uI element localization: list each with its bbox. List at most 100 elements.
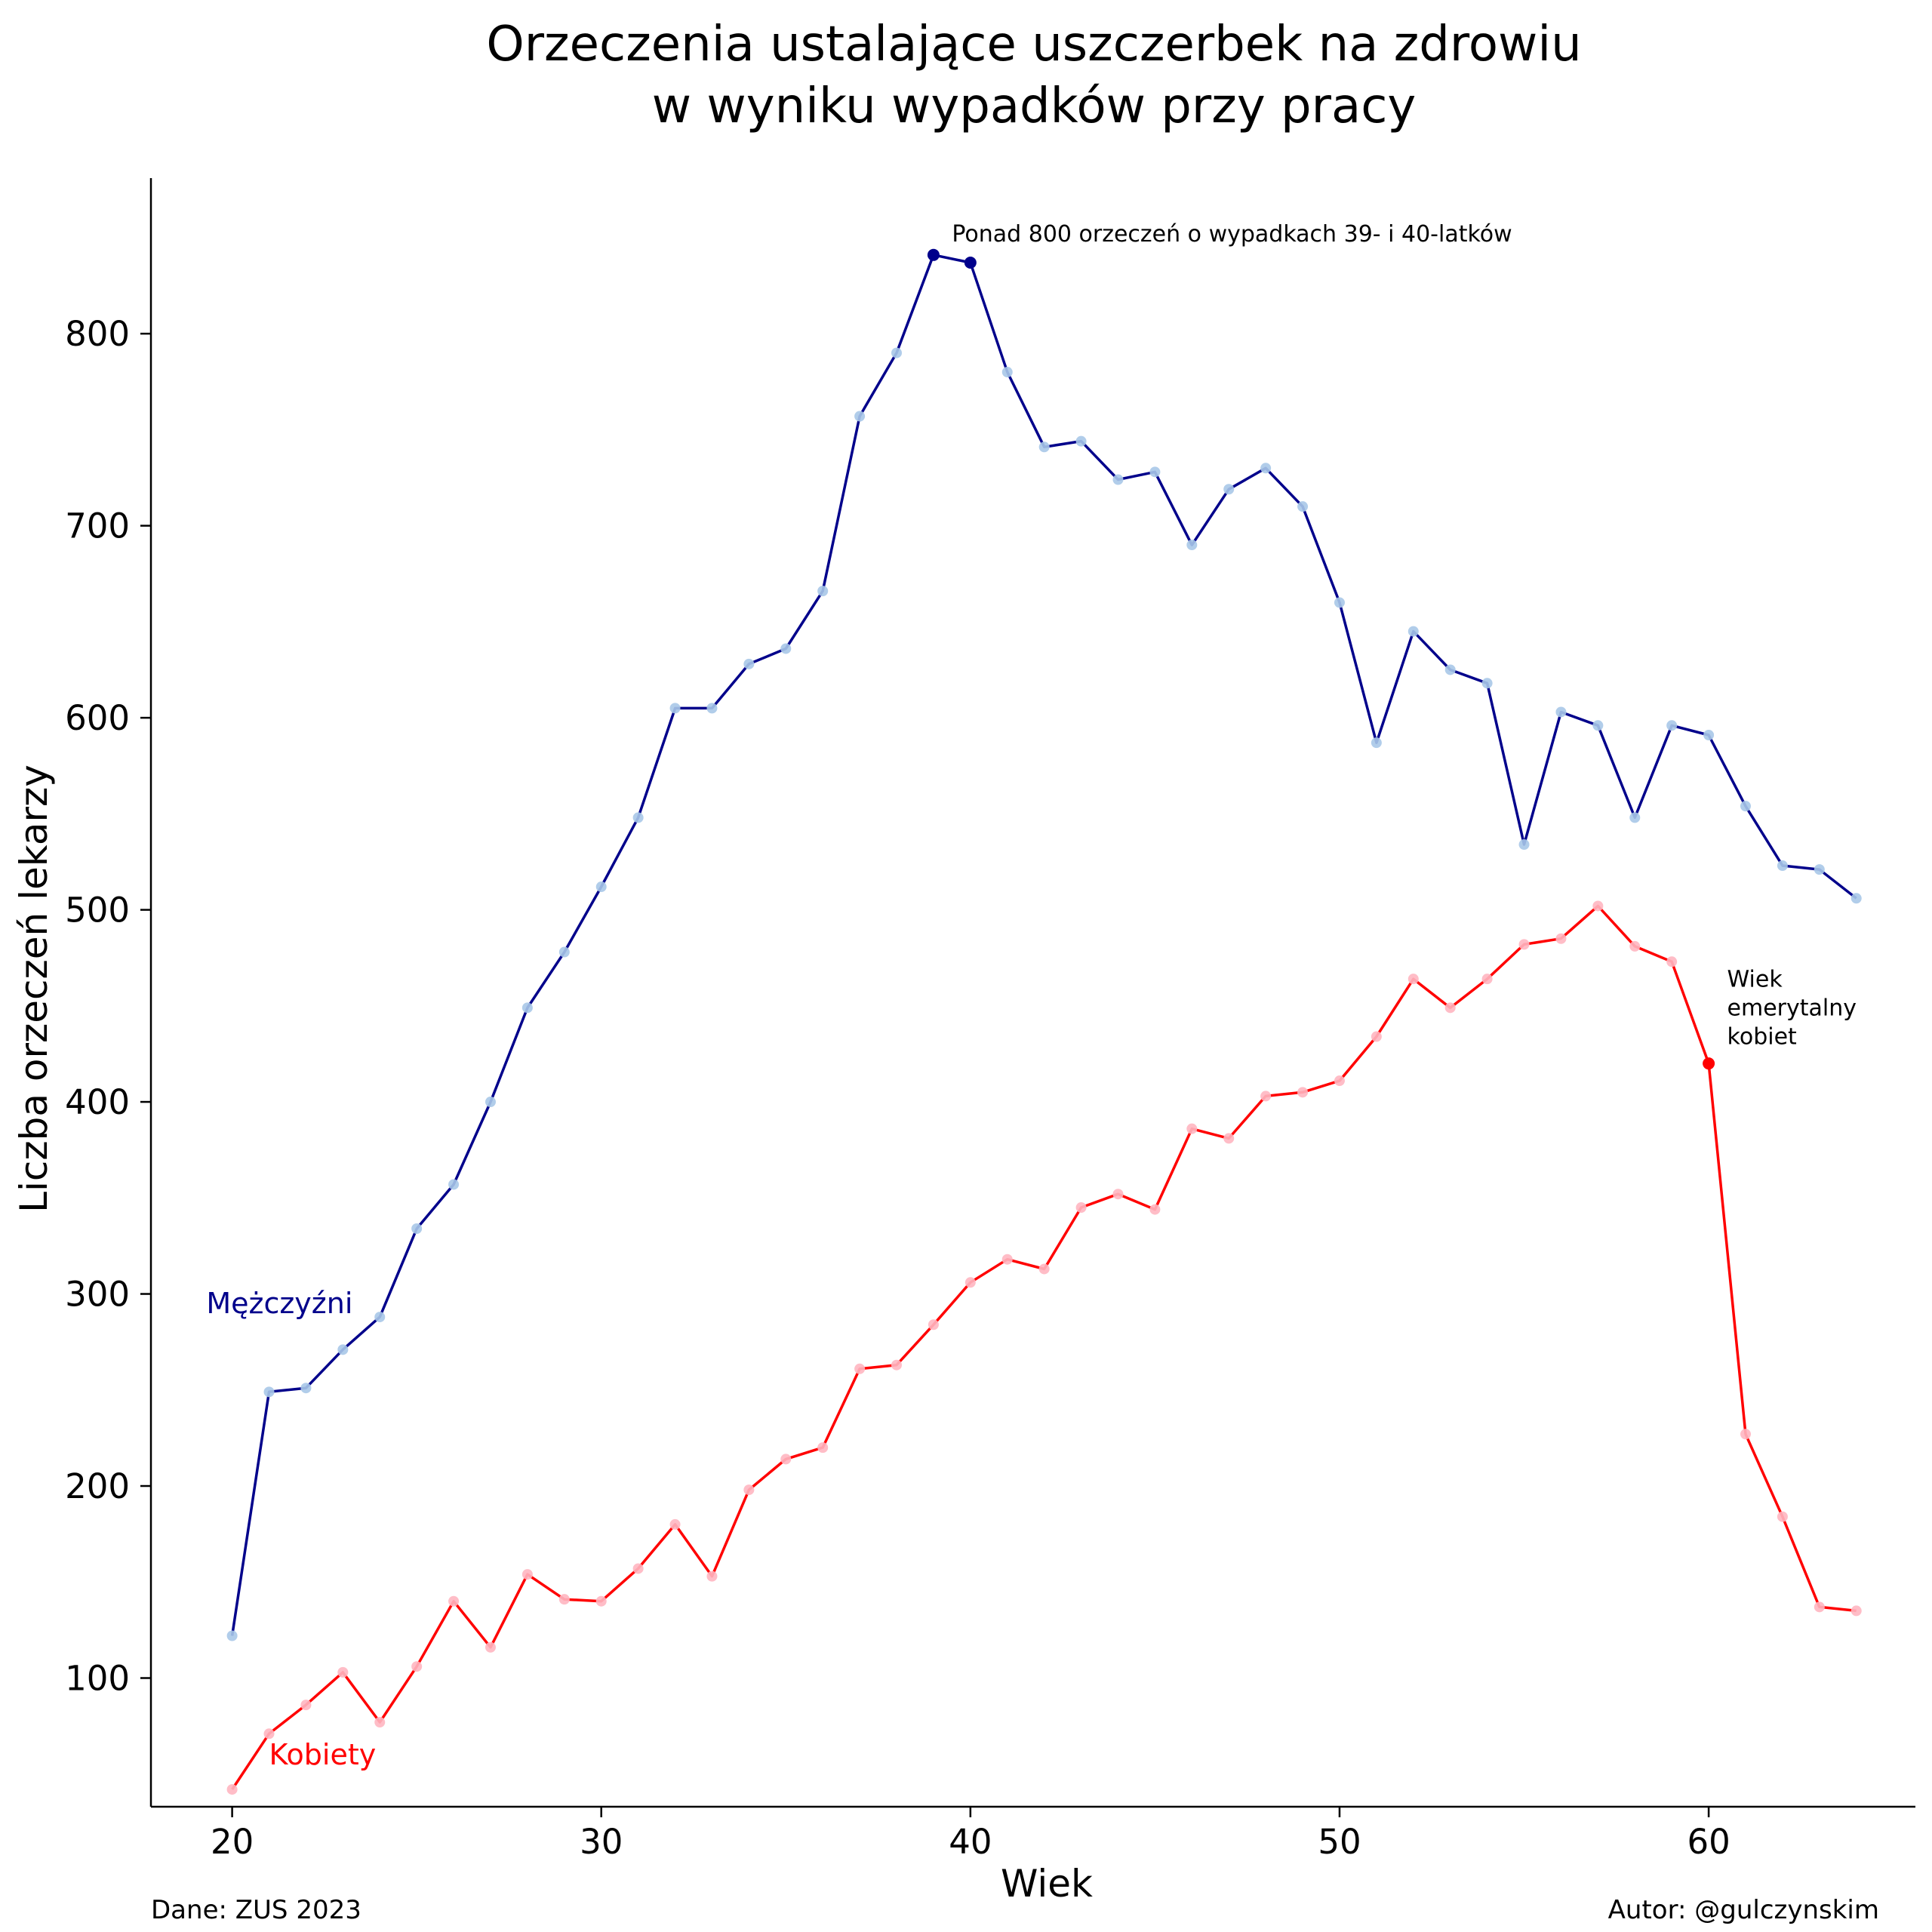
data-point (521, 1569, 533, 1580)
chart-title: Orzeczenia ustalające uszczerbek na zdro… (486, 17, 1581, 134)
author-credit: Autor: @gulczynskim (1608, 1895, 1879, 1925)
x-tick-label: 20 (211, 1822, 254, 1862)
data-point (337, 1666, 349, 1678)
data-point (1297, 501, 1309, 512)
series-lines: Mężczyźni Kobiety (206, 249, 1862, 1795)
data-point (485, 1641, 496, 1653)
x-tick-label: 50 (1318, 1822, 1361, 1862)
data-point (1075, 435, 1087, 447)
data-point (817, 1442, 829, 1454)
data-point (263, 1386, 275, 1398)
data-point (1149, 1204, 1161, 1215)
data-point (1223, 484, 1235, 495)
data-point (1481, 974, 1493, 985)
data-point (374, 1717, 386, 1728)
data-point (1334, 1075, 1345, 1087)
data-point (706, 703, 718, 714)
data-point (226, 1784, 238, 1795)
data-point (300, 1700, 312, 1711)
data-point (1371, 737, 1382, 749)
data-point (1444, 1002, 1456, 1014)
y-axis-label: Liczba orzeczeń lekarzy (12, 764, 56, 1213)
data-point (1186, 540, 1198, 551)
series-line-women (231, 904, 1857, 1791)
y-tick-label: 300 (65, 1275, 130, 1315)
y-tick-label: 500 (65, 891, 130, 931)
data-point (1075, 1202, 1087, 1214)
annotation-text: Wiek (1727, 966, 1783, 992)
data-point (780, 1454, 792, 1465)
x-tick-label: 40 (949, 1822, 992, 1862)
data-point (1629, 812, 1641, 823)
data-point (1260, 463, 1272, 474)
data-point (1814, 1601, 1825, 1613)
data-point (1740, 1429, 1752, 1440)
data-point (1592, 720, 1604, 731)
y-tick-label: 600 (65, 698, 130, 738)
series-label: Mężczyźni (206, 1287, 352, 1320)
source-credit: Dane: ZUS 2023 (151, 1895, 361, 1925)
data-point (928, 1319, 939, 1331)
data-point (891, 347, 903, 358)
axes: 20 30 40 50 60 100 200 300 400 500 600 700 800 (65, 178, 1915, 1862)
data-point (1814, 864, 1825, 875)
data-point (1297, 1087, 1309, 1098)
data-point (595, 881, 607, 893)
x-axis-label: Wiek (1001, 1862, 1093, 1906)
data-point (521, 1002, 533, 1014)
x-tick-label: 30 (580, 1822, 623, 1862)
title-line: w wyniku wypadków przy pracy (652, 78, 1417, 134)
data-point (854, 411, 866, 422)
highlight-point (964, 256, 977, 269)
data-point (1407, 974, 1419, 985)
annotation-text: emerytalny (1727, 995, 1857, 1021)
data-point (300, 1383, 312, 1394)
data-point (1666, 720, 1678, 731)
data-point (595, 1595, 607, 1607)
y-tick-label: 200 (65, 1466, 130, 1506)
data-point (1629, 940, 1641, 952)
data-point (1223, 1133, 1235, 1144)
y-tick-label: 800 (65, 314, 130, 354)
data-point (558, 946, 570, 958)
data-point (632, 812, 644, 823)
data-point (854, 1363, 866, 1374)
series-label: Kobiety (269, 1738, 377, 1771)
data-point (1001, 367, 1013, 378)
data-point (1038, 441, 1050, 453)
data-point (1112, 1189, 1124, 1200)
y-tick-label: 400 (65, 1082, 130, 1122)
data-point (263, 1728, 275, 1740)
data-point (632, 1563, 644, 1574)
data-point (1260, 1091, 1272, 1102)
data-point (485, 1097, 496, 1108)
data-point (1038, 1263, 1050, 1275)
data-point (743, 658, 755, 669)
data-point (1740, 801, 1752, 812)
data-point (558, 1594, 570, 1605)
highlight-point (927, 248, 940, 261)
data-point (1850, 1605, 1862, 1617)
data-point (1777, 860, 1788, 872)
data-point (669, 703, 681, 714)
title-line: Orzeczenia ustalające uszczerbek na zdro… (486, 17, 1581, 72)
data-point (1001, 1254, 1013, 1265)
data-point (1149, 466, 1161, 478)
data-point (1371, 1031, 1382, 1042)
data-point (1186, 1123, 1198, 1134)
data-point (1518, 839, 1530, 851)
x-tick-label: 60 (1687, 1822, 1730, 1862)
data-point (1112, 474, 1124, 485)
y-tick-label: 700 (65, 506, 130, 546)
data-point (1518, 939, 1530, 950)
data-point (226, 1630, 238, 1641)
data-point (1592, 900, 1604, 912)
series-line-men (230, 254, 1857, 1636)
data-point (1555, 706, 1567, 718)
data-point (1777, 1511, 1788, 1522)
data-point (669, 1518, 681, 1530)
annotation-text: Ponad 800 orzeczeń o wypadkach 39- i 40-… (952, 221, 1512, 248)
data-point (1407, 626, 1419, 637)
data-point (706, 1571, 718, 1582)
